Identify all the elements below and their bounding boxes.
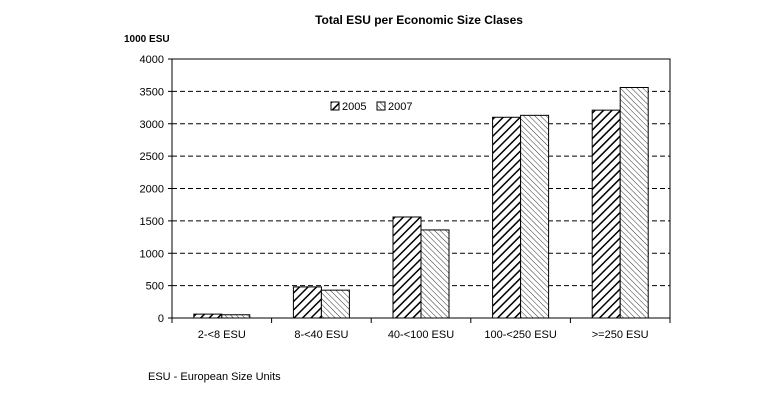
y-axis-ticks: 0 500 1000 1500 2000 2500 3000 3500 4000 [140, 54, 172, 325]
y-tick-label: 1000 [140, 248, 164, 260]
y-tick-label: 3000 [140, 119, 164, 131]
x-tick-label: 2-<8 ESU [198, 329, 246, 341]
legend-label-2005: 2005 [342, 101, 366, 113]
axes [171, 58, 671, 319]
legend: 2005 2007 [330, 101, 412, 113]
x-tick-label: 100-<250 ESU [484, 329, 557, 341]
y-tick-label: 4000 [140, 54, 164, 66]
y-tick-label: 2500 [140, 151, 164, 163]
x-tick-label: >=250 ESU [592, 329, 649, 341]
x-tick-label: 8-<40 ESU [294, 329, 348, 341]
bar-2005-1 [292, 286, 322, 319]
bar-2007-1 [320, 289, 350, 319]
bar-2007-2 [420, 229, 450, 319]
plot-frame [171, 58, 671, 319]
legend-label-2007: 2007 [388, 101, 412, 113]
y-tick-label: 500 [146, 281, 164, 293]
bar-2005-0 [193, 313, 223, 319]
chart-title: Total ESU per Economic Size Clases [315, 13, 523, 27]
legend-swatch-2005 [330, 101, 340, 111]
y-tick-label: 1500 [140, 216, 164, 228]
y-tick-label: 0 [158, 313, 164, 325]
bar-2005-4 [591, 109, 621, 319]
x-axis-ticks: 2-<8 ESU 8-<40 ESU 40-<100 ESU 100-<250 ESU… [171, 318, 671, 341]
x-tick-label: 40-<100 ESU [388, 329, 454, 341]
bars [193, 86, 649, 319]
bar-2005-2 [392, 216, 422, 319]
footnote: ESU - European Size Units [148, 371, 281, 383]
y-axis-label: 1000 ESU [124, 34, 170, 45]
bar-2005-3 [492, 116, 522, 319]
bar-2007-4 [619, 86, 649, 319]
y-tick-label: 3500 [140, 86, 164, 98]
legend-swatch-2007 [376, 101, 386, 111]
bar-2007-3 [520, 114, 550, 319]
y-tick-label: 2000 [140, 184, 164, 196]
